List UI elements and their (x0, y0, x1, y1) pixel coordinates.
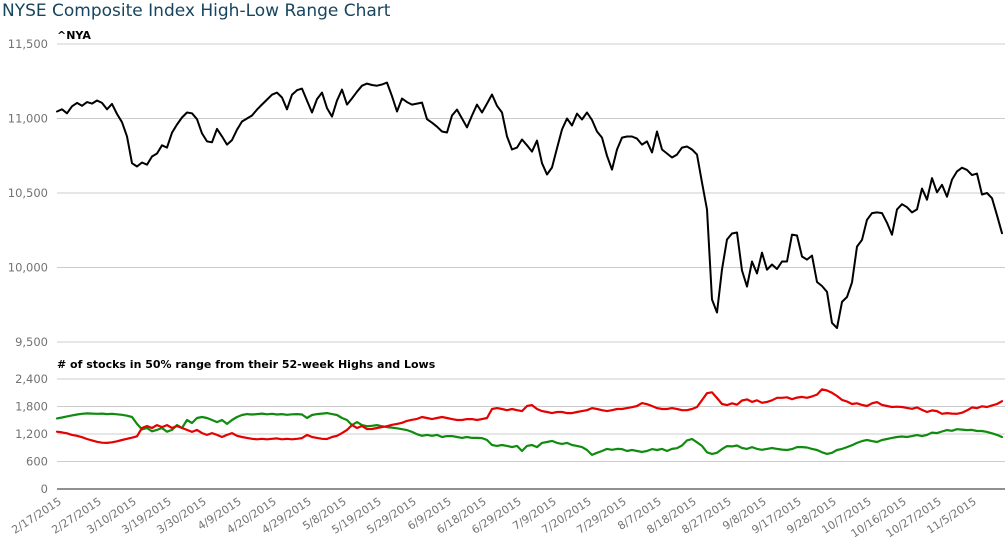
page-title: NYSE Composite Index High-Low Range Char… (2, 1, 391, 21)
nya-panel-label: ^NYA (57, 29, 91, 42)
y-tick-label: 11,500 (8, 37, 48, 51)
y-tick-label: 11,000 (8, 112, 48, 126)
y-tick-label: 1,200 (15, 427, 48, 441)
highs-series-line (55, 412, 1004, 456)
lows-series-line (55, 388, 1004, 444)
y-tick-label: 2,400 (15, 372, 48, 386)
y-tick-label: 9,500 (15, 335, 48, 349)
y-tick-label: 0 (41, 482, 48, 496)
y-tick-label: 10,000 (8, 261, 48, 275)
y-tick-label: 10,500 (8, 186, 48, 200)
nya-series-line (56, 81, 1003, 329)
y-tick-label: 600 (26, 455, 48, 469)
highlow-panel-label: # of stocks in 50% range from their 52-w… (57, 358, 436, 371)
y-tick-label: 1,800 (15, 400, 48, 414)
